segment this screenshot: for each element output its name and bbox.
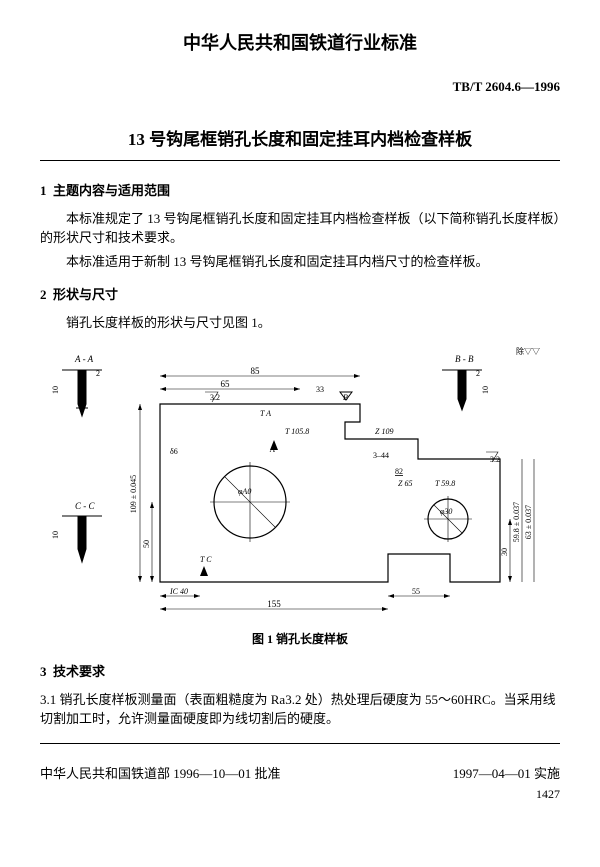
dim-30: 30 xyxy=(500,548,509,556)
label-cc: C - C xyxy=(75,501,96,511)
section-3-num: 3 xyxy=(40,664,47,679)
dim-ta: T A xyxy=(260,409,271,418)
dim-sec-2a: 2 xyxy=(96,369,100,378)
section-1-head: 1 主题内容与适用范围 xyxy=(40,181,560,201)
dim-50: 50 xyxy=(142,540,151,548)
doc-title: 13 号钩尾框销孔长度和固定挂耳内档检查样板 xyxy=(40,127,560,153)
title-rule xyxy=(40,160,560,161)
footer-implement: 1997—04—01 实施 xyxy=(453,764,560,784)
dim-z109: Z 109 xyxy=(375,427,393,436)
label-bb: B - B xyxy=(455,354,474,364)
dim-tol63: 63 ± 0.037 xyxy=(524,505,533,539)
dim-33: 33 xyxy=(316,385,324,394)
dim-tc: T C xyxy=(200,555,212,564)
dim-82: 82 xyxy=(395,467,403,476)
dim-t598: T 59.8 xyxy=(435,479,455,488)
section-3-1: 3.1 销孔长度样板测量面（表面粗糙度为 Ra3.2 处）热处理后硬度为 55～… xyxy=(40,690,560,729)
section-1-p2: 本标准适用于新制 13 号钩尾框销孔长度和固定挂耳内档尺寸的检查样板。 xyxy=(40,252,560,272)
dim-h10a2: 10 xyxy=(51,531,60,539)
dim-tol598: 59.8 ± 0.037 xyxy=(512,502,521,542)
page-number: 1427 xyxy=(40,785,560,803)
section-1-num: 1 xyxy=(40,183,47,198)
dim-3_44: 3–44 xyxy=(373,451,389,460)
dim-d6: δ6 xyxy=(170,447,178,456)
dim-155: 155 xyxy=(267,599,281,609)
dim-phiA0: φA0 xyxy=(238,487,251,496)
section-2-num: 2 xyxy=(40,287,47,302)
note-mark: 除▽▽ xyxy=(516,346,540,356)
footer: 中华人民共和国铁道部 1996—10—01 批准 1997—04—01 实施 xyxy=(40,764,560,784)
section-3-title: 技术要求 xyxy=(53,664,105,679)
dim-sec32b: 3.2 xyxy=(490,455,500,464)
footer-approve: 中华人民共和国铁道部 1996—10—01 批准 xyxy=(40,764,281,784)
dim-phi30: φ30 xyxy=(440,507,452,516)
section-3-head: 3 技术要求 xyxy=(40,662,560,682)
dim-55: 55 xyxy=(412,587,420,596)
dim-h10b: 10 xyxy=(481,386,490,394)
figure-1: 除▽▽ A - A 2 10 C - C 10 B - B 2 10 85 65… xyxy=(40,344,560,624)
section-2-title: 形状与尺寸 xyxy=(53,287,118,302)
dim-sec-2b: 2 xyxy=(476,369,480,378)
dim-t105: T 105.8 xyxy=(285,427,309,436)
org-title: 中华人民共和国铁道行业标准 xyxy=(40,30,560,57)
section-1-title: 主题内容与适用范围 xyxy=(53,183,170,198)
dim-65: 65 xyxy=(221,379,231,389)
dim-ic40: IC 40 xyxy=(169,587,188,596)
label-aa: A - A xyxy=(74,354,94,364)
section-2-p1: 销孔长度样板的形状与尺寸见图 1。 xyxy=(40,313,560,333)
dim-h10a: 10 xyxy=(51,386,60,394)
dim-tol109: 109 ± 0.045 xyxy=(129,475,138,513)
dim-z65: Z 65 xyxy=(398,479,412,488)
footer-rule xyxy=(40,743,560,744)
section-2-head: 2 形状与尺寸 xyxy=(40,285,560,305)
standard-code: TB/T 2604.6—1996 xyxy=(40,77,560,97)
section-1-p1: 本标准规定了 13 号钩尾框销孔长度和固定挂耳内档检查样板（以下简称销孔长度样板… xyxy=(40,209,560,248)
dim-85: 85 xyxy=(251,366,261,376)
figure-1-caption: 图 1 销孔长度样板 xyxy=(40,630,560,648)
